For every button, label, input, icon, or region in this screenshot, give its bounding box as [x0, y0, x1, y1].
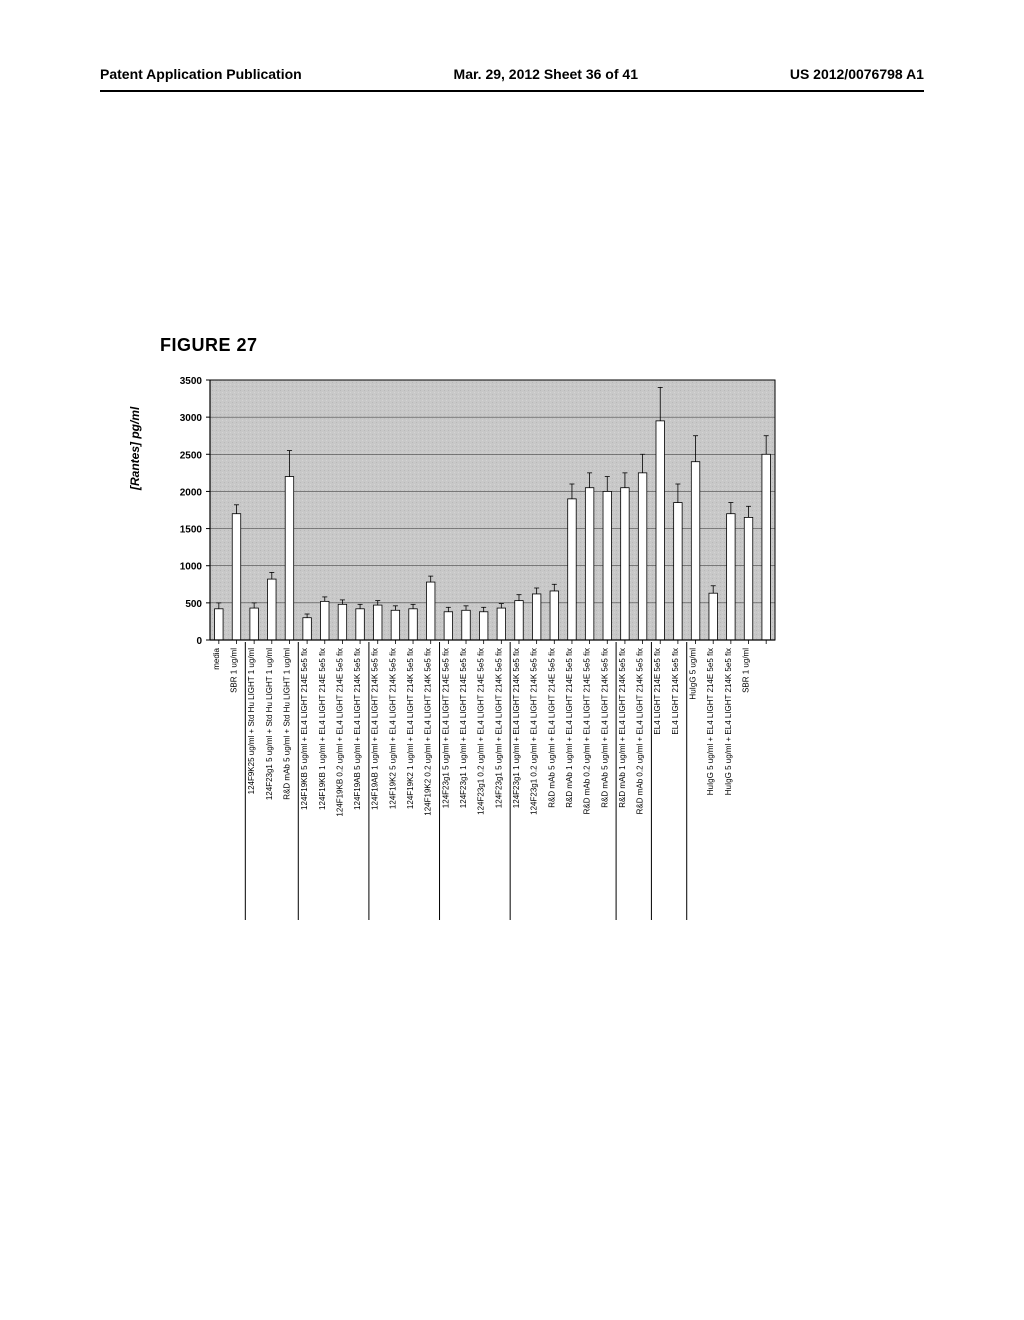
svg-text:SBR 1 ug/ml: SBR 1 ug/ml [229, 648, 238, 693]
chart-container: [Rantes] pg/ml 0500100015002000250030003… [140, 370, 820, 1010]
svg-text:124F19K2 0.2 ug/ml + EL4 LIGHT: 124F19K2 0.2 ug/ml + EL4 LIGHT 214K 5e5 … [424, 648, 433, 816]
svg-text:SBR 1 ug/ml: SBR 1 ug/ml [742, 648, 751, 693]
svg-text:1000: 1000 [180, 562, 203, 573]
svg-text:2000: 2000 [180, 487, 203, 498]
svg-text:124F19AB 5 ug/ml + EL4 LIGHT 2: 124F19AB 5 ug/ml + EL4 LIGHT 214K 5e5 fi… [353, 648, 362, 810]
svg-text:R&D mAb 5 ug/ml + EL4 LIGHT 21: R&D mAb 5 ug/ml + EL4 LIGHT 214E 5e5 fix [547, 648, 556, 808]
page-header: Patent Application Publication Mar. 29, … [100, 66, 924, 82]
svg-text:124F19KB 0.2 ug/ml + EL4 LIGHT: 124F19KB 0.2 ug/ml + EL4 LIGHT 214E 5e5 … [335, 648, 344, 817]
svg-text:124F19K2 5 ug/ml + EL4 LIGHT 2: 124F19K2 5 ug/ml + EL4 LIGHT 214K 5e5 fi… [388, 648, 397, 809]
svg-text:124F23g1 0.2 ug/ml + EL4 LIGHT: 124F23g1 0.2 ug/ml + EL4 LIGHT 214K 5e5 … [530, 648, 539, 815]
header-rule [100, 90, 924, 92]
header-center: Mar. 29, 2012 Sheet 36 of 41 [454, 66, 638, 82]
svg-text:124F23g1 0.2 ug/ml + EL4 LIGHT: 124F23g1 0.2 ug/ml + EL4 LIGHT 214E 5e5 … [477, 648, 486, 815]
svg-text:1500: 1500 [180, 525, 203, 536]
y-axis-title: [Rantes] pg/ml [128, 407, 142, 490]
svg-text:124F23g1 1 ug/ml + EL4 LIGHT 2: 124F23g1 1 ug/ml + EL4 LIGHT 214K 5e5 fi… [512, 648, 521, 808]
svg-text:3000: 3000 [180, 413, 203, 424]
header-left: Patent Application Publication [100, 66, 302, 82]
svg-text:2500: 2500 [180, 450, 203, 461]
svg-text:124F23g1 1 ug/ml + EL4 LIGHT 2: 124F23g1 1 ug/ml + EL4 LIGHT 214E 5e5 fi… [459, 648, 468, 808]
svg-text:3500: 3500 [180, 376, 203, 387]
svg-text:0: 0 [196, 636, 202, 647]
svg-text:124F19KB 5 ug/ml + EL4 LIGHT 2: 124F19KB 5 ug/ml + EL4 LIGHT 214E 5e5 fi… [300, 648, 309, 810]
svg-text:124F23g1 5 ug/ml + Std Hu LIGH: 124F23g1 5 ug/ml + Std Hu LIGHT 1 ug/ml [265, 648, 274, 800]
svg-text:R&D mAb 0.2 ug/ml + EL4 LIGHT: R&D mAb 0.2 ug/ml + EL4 LIGHT 214K 5e5 f… [636, 648, 645, 814]
svg-text:HuIgG 5 ug/ml + EL4 LIGHT 214K: HuIgG 5 ug/ml + EL4 LIGHT 214K 5e5 fix [724, 648, 733, 795]
svg-text:R&D mAb 5 ug/ml + Std Hu LIGHT: R&D mAb 5 ug/ml + Std Hu LIGHT 1 ug/ml [282, 648, 291, 800]
svg-text:124F19KB 1 ug/ml + EL4 LIGHT 2: 124F19KB 1 ug/ml + EL4 LIGHT 214E 5e5 fi… [318, 648, 327, 810]
svg-text:R&D mAb 1 ug/ml + EL4 LIGHT 21: R&D mAb 1 ug/ml + EL4 LIGHT 214K 5e5 fix [618, 648, 627, 808]
svg-text:R&D mAb 1 ug/ml + EL4 LIGHT 21: R&D mAb 1 ug/ml + EL4 LIGHT 214E 5e5 fix [565, 648, 574, 808]
svg-text:R&D mAb 0.2 ug/ml + EL4 LIGHT: R&D mAb 0.2 ug/ml + EL4 LIGHT 214E 5e5 f… [583, 648, 592, 814]
header-right: US 2012/0076798 A1 [790, 66, 924, 82]
svg-text:EL4 LIGHT 214K 5e5 fix: EL4 LIGHT 214K 5e5 fix [671, 648, 680, 735]
svg-text:HuIgG 5 ug/ml + EL4 LIGHT 214E: HuIgG 5 ug/ml + EL4 LIGHT 214E 5e5 fix [706, 648, 715, 795]
bar-chart: 0 500 1000 1500 2000 2500 3000 3500 media SBR 1 u… [140, 370, 820, 1010]
svg-text:R&D mAb 5 ug/ml + EL4 LIGHT 21: R&D mAb 5 ug/ml + EL4 LIGHT 214K 5e5 fix [600, 648, 609, 808]
svg-text:media: media [212, 647, 221, 669]
svg-text:124F23g1 5 ug/ml + EL4 LIGHT 2: 124F23g1 5 ug/ml + EL4 LIGHT 214E 5e5 fi… [441, 648, 450, 808]
figure-label: FIGURE 27 [160, 335, 258, 356]
svg-text:124F23g1 5 ug/ml + EL4 LIGHT 2: 124F23g1 5 ug/ml + EL4 LIGHT 214K 5e5 fi… [494, 648, 503, 808]
svg-text:124F19K2 1 ug/ml + EL4 LIGHT 2: 124F19K2 1 ug/ml + EL4 LIGHT 214K 5e5 fi… [406, 648, 415, 809]
svg-text:124F9K25 ug/ml + Std Hu LIGHT: 124F9K25 ug/ml + Std Hu LIGHT 1 ug/ml [247, 648, 256, 795]
svg-text:124F19AB 1 ug/ml + EL4 LIGHT 2: 124F19AB 1 ug/ml + EL4 LIGHT 214K 5e5 fi… [371, 648, 380, 810]
svg-text:500: 500 [185, 599, 202, 610]
svg-text:HuIgG 5 ug/ml: HuIgG 5 ug/ml [689, 648, 698, 700]
svg-text:EL4 LIGHT 214E 5e5 fix: EL4 LIGHT 214E 5e5 fix [653, 648, 662, 735]
